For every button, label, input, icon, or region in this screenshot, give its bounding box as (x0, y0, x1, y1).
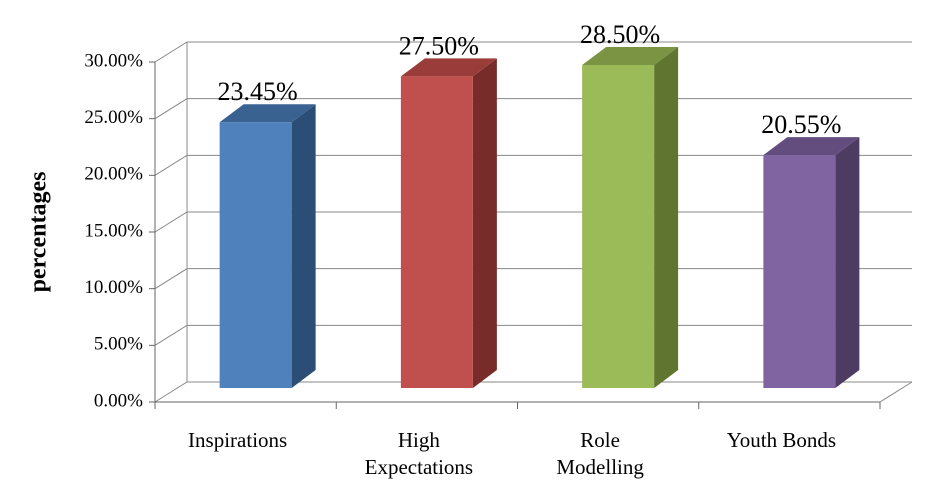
x-tick-label: High (398, 428, 441, 452)
gridlines (154, 41, 913, 403)
bars (219, 47, 860, 388)
bar-front (219, 122, 292, 388)
bar (763, 137, 860, 388)
bar-side (835, 137, 860, 388)
data-label: 28.50% (580, 20, 660, 49)
y-tick-label: 25.00% (84, 107, 143, 128)
y-tick-label: 0.00% (94, 390, 143, 411)
data-label: 20.55% (761, 110, 841, 139)
bar-side (472, 58, 497, 388)
floor-edge (879, 381, 913, 403)
y-tick-label: 20.00% (84, 164, 143, 185)
bar-front (400, 76, 473, 388)
x-tick-label: Inspirations (188, 428, 287, 452)
data-label: 27.50% (399, 31, 479, 60)
x-tick-label: Expectations (365, 455, 473, 479)
y-tick-label: 10.00% (84, 277, 143, 298)
x-tick-label: Role (580, 428, 620, 452)
x-tick-label: Modelling (556, 455, 644, 479)
y-tick-label: 30.00% (84, 50, 143, 71)
bar-front (582, 65, 655, 388)
bar-side (291, 104, 316, 388)
y-tick-label: 15.00% (84, 220, 143, 241)
bar (582, 47, 679, 388)
gridline (154, 381, 912, 403)
bar-top (763, 137, 860, 156)
bar (400, 58, 497, 388)
bar-side (654, 47, 679, 388)
y-axis-label: percentages (26, 172, 52, 293)
bar-top (582, 47, 679, 65)
y-tick-label: 5.00% (94, 334, 143, 355)
x-tick-label: Youth Bonds (727, 428, 836, 452)
gridline (154, 41, 912, 63)
labels: 0.00% 5.00% 10.00% 15.00% 20.00% 25.00% 30.00%… (84, 20, 841, 479)
data-label: 23.45% (218, 77, 298, 106)
axes (149, 61, 881, 409)
bar-front (763, 155, 836, 388)
bar-top (219, 104, 316, 123)
bar (219, 104, 316, 388)
bar-top (400, 58, 497, 77)
